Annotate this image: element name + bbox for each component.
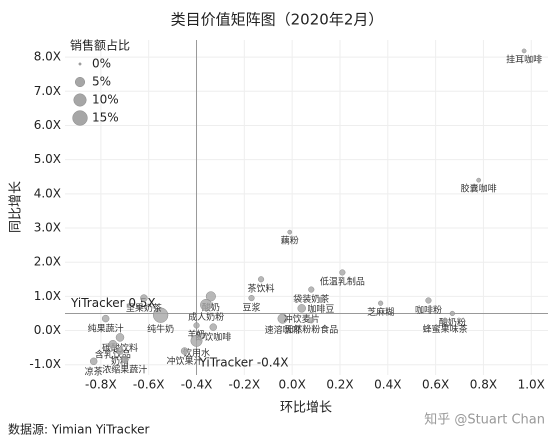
bubble <box>258 276 265 283</box>
bubble <box>209 323 217 331</box>
bubble <box>378 300 384 306</box>
bubble <box>521 48 527 54</box>
x-tick-label: 0.0X <box>278 378 305 392</box>
bubble <box>108 340 118 349</box>
bubble <box>476 177 481 183</box>
x-tick-label: 0.4X <box>374 378 401 392</box>
x-tick-label: -0.8X <box>85 378 117 392</box>
legend-title: 销售额占比 <box>70 38 130 53</box>
bubble <box>116 347 124 355</box>
point-label: 芝麻糊 <box>367 306 394 318</box>
y-tick-label: 7.0X <box>34 84 61 98</box>
reference-label: YiTracker -0.4X <box>199 356 289 370</box>
y-axis-title: 同比增长 <box>9 181 24 233</box>
watermark: 知乎 @Stuart Chan <box>424 412 545 428</box>
point-label: 藕粉 <box>281 235 299 247</box>
point-label: 天然粉粉食品 <box>284 324 338 336</box>
source-note: 数据源: Yimian YiTracker <box>8 422 149 437</box>
y-tick-label: 8.0X <box>34 50 61 64</box>
point-label: 冲饮果汁 <box>167 355 203 367</box>
reference-label: YiTracker 0.5X <box>70 296 156 310</box>
y-tick-label: 2.0X <box>34 255 61 269</box>
point-label: 成人奶粉 <box>188 311 224 323</box>
point-label: 浓缩果蔬汁 <box>102 364 147 376</box>
point-label: 挂耳咖啡 <box>506 54 542 66</box>
bubble <box>425 297 432 304</box>
bubble <box>180 347 189 355</box>
bubble <box>140 294 148 302</box>
bubble <box>442 317 448 323</box>
bubble <box>121 355 129 364</box>
point-label: 即饮咖啡 <box>195 331 231 343</box>
point-label: 低温乳制品 <box>320 276 365 288</box>
bubble <box>248 295 255 302</box>
point-label: 纯牛奶 <box>147 323 174 335</box>
y-tick-label: 6.0X <box>34 118 61 132</box>
bubble <box>277 313 288 324</box>
x-tick-label: 0.2X <box>326 378 353 392</box>
bubble <box>449 310 455 317</box>
bubble <box>193 322 200 329</box>
bubble <box>115 333 125 342</box>
legend-bubble <box>73 93 87 107</box>
legend-label: 15% <box>92 111 119 125</box>
x-tick-label: 1.0X <box>518 378 545 392</box>
point-label: 凉茶 <box>85 365 103 377</box>
chart-title: 类目价值矩阵图（2020年2月） <box>171 11 384 29</box>
bubble <box>89 357 98 366</box>
point-label: 坚果奶茶 <box>126 302 162 314</box>
bubble <box>339 269 346 276</box>
x-tick-label: 0.8X <box>470 378 497 392</box>
y-tick-label: 4.0X <box>34 186 61 200</box>
y-tick-label: 5.0X <box>34 152 61 166</box>
point-label: 蜂蜜果味茶 <box>423 323 468 335</box>
legend-bubble <box>72 110 88 126</box>
x-tick-label: -0.2X <box>229 378 261 392</box>
y-tick-label: 1.0X <box>34 289 61 303</box>
point-label: 速溶咖啡 <box>265 324 301 336</box>
point-label: 咖啡豆 <box>307 303 334 315</box>
point-label: 纯果蔬汁 <box>88 323 124 335</box>
bubble <box>205 291 216 302</box>
point-label: 胶囊咖啡 <box>461 183 497 195</box>
legend-bubble <box>74 76 86 88</box>
bubble <box>287 229 293 235</box>
y-tick-label: 0.0X <box>34 323 61 337</box>
x-tick-label: 0.6X <box>422 378 449 392</box>
y-tick-label: -1.0X <box>29 357 61 371</box>
point-label: 袋装奶茶 <box>293 293 329 305</box>
bubble <box>297 304 306 313</box>
bubble <box>308 286 315 293</box>
point-label: 咖啡粉 <box>415 304 442 316</box>
x-tick-label: -0.4X <box>181 378 213 392</box>
legend-label: 0% <box>92 57 111 71</box>
legend-label: 10% <box>92 93 119 107</box>
y-tick-label: 3.0X <box>34 221 61 235</box>
bubble <box>152 307 169 323</box>
point-label: 饮用水 <box>183 347 210 359</box>
x-axis-title: 环比增长 <box>280 401 332 416</box>
bubble <box>190 334 203 347</box>
bubble <box>308 317 315 324</box>
x-tick-label: -0.6X <box>133 378 165 392</box>
bubble <box>200 298 213 311</box>
bubble <box>101 314 110 323</box>
point-label: 茶饮料 <box>248 283 275 295</box>
point-label: 豆浆 <box>242 301 260 313</box>
legend-bubble <box>78 62 82 66</box>
bubble <box>317 296 324 303</box>
legend-label: 5% <box>92 75 111 89</box>
